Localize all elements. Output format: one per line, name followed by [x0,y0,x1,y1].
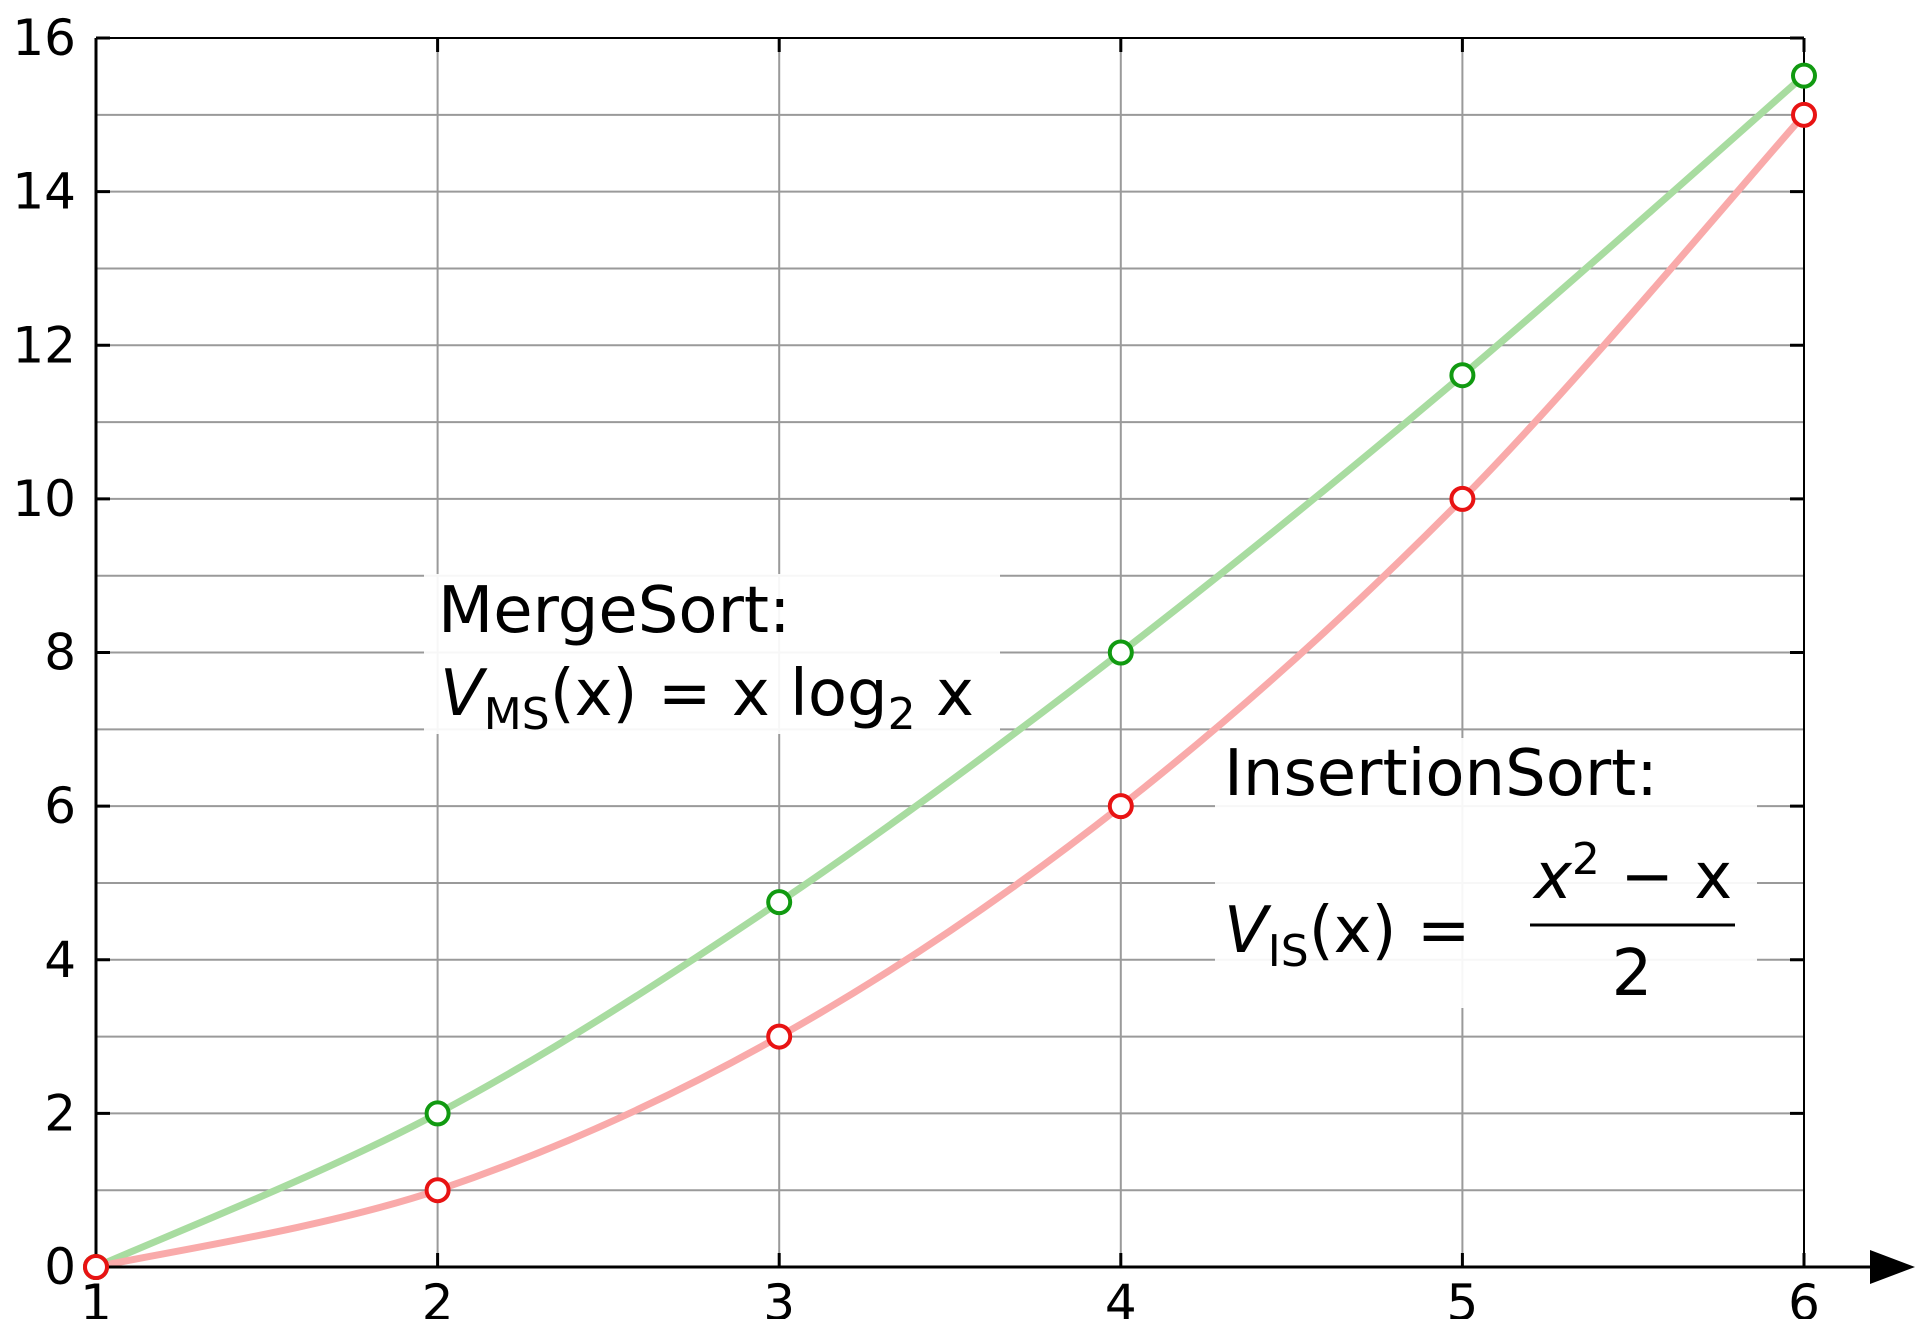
mergesort-line [92,72,1808,1271]
insertionsort-formula-numerator: x2 − x [1532,834,1732,914]
insertionsort-numerator-end: − x [1600,840,1732,914]
mergesort-annotation-formula: VMS(x) = x log2 x [440,657,974,740]
y-tick-label: 12 [12,316,76,374]
mergesort-point [1107,639,1134,666]
insertionsort-formula-body: (x) = [1309,894,1471,968]
insertionsort-point [1107,793,1134,820]
mergesort-formula-body: (x) = x log [550,657,888,731]
insertionsort-formula-v: V [1224,894,1272,968]
axes [94,36,1915,1284]
insertionsort-annotation-background [1215,738,1757,1008]
x-tick-label: 6 [1788,1274,1820,1319]
insertionsort-point [1449,485,1476,512]
insertionsort-point [83,1254,109,1280]
insertionsort-annotation-formula: VIS(x) = [1224,894,1470,977]
series-markers [83,62,1817,1280]
mergesort-formula-v: V [440,657,488,731]
x-tick-label: 4 [1105,1274,1137,1319]
y-tick-label: 8 [44,624,76,682]
x-tick-label: 2 [422,1274,454,1319]
insertionsort-line [92,111,1808,1271]
y-tick-label: 10 [12,470,76,528]
y-tick-label: 4 [44,931,76,989]
insertionsort-point [1791,101,1817,128]
mergesort-formula-end: x [916,657,974,731]
mergesort-annotation-title: MergeSort: [438,574,791,648]
x-tick-label: 3 [763,1274,795,1319]
mergesort-annotation-background [424,574,1000,734]
y-tick-label: 2 [44,1084,76,1142]
series-curves [92,72,1808,1271]
insertionsort-point [766,1023,793,1050]
mergesort-point [766,889,793,916]
mergesort-point [424,1100,451,1127]
x-tick-label: 5 [1446,1274,1478,1319]
insertionsort-formula-denominator: 2 [1612,937,1653,1011]
insertionsort-annotation: InsertionSort: VIS(x) = x2 − x 2 [1215,737,1757,1011]
mergesort-formula-subscript: MS [484,689,550,740]
insertionsort-numerator-exponent: 2 [1572,834,1600,885]
mergesort-point [1449,362,1476,389]
y-tick-label: 0 [44,1238,76,1296]
y-tick-label: 16 [12,9,76,67]
y-tick-label: 14 [12,163,76,221]
mergesort-formula-log-base: 2 [888,689,916,740]
insertionsort-numerator-x: x [1532,840,1573,914]
mergesort-annotation: MergeSort: VMS(x) = x log2 x [424,574,1000,740]
x-tick-label: 1 [80,1274,112,1319]
insertionsort-point [424,1177,451,1204]
insertionsort-annotation-title: InsertionSort: [1224,737,1658,811]
insertionsort-formula-subscript: IS [1268,926,1309,977]
mergesort-point [1791,62,1817,89]
x-axis-arrow [1870,1250,1915,1284]
y-tick-label: 6 [44,777,76,835]
